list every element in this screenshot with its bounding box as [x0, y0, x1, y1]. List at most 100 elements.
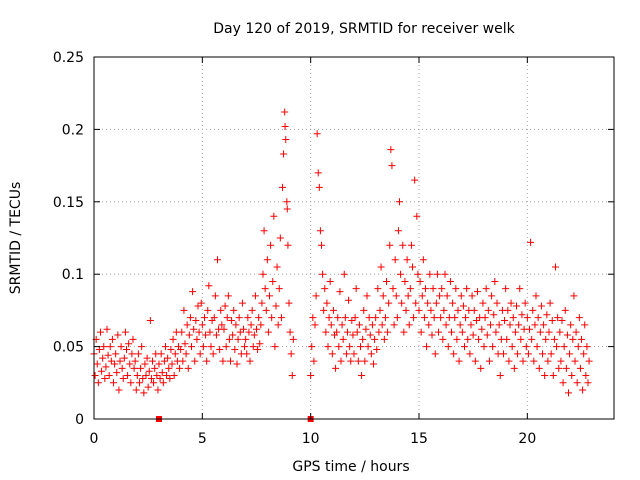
data-point — [276, 234, 284, 242]
y-tick-label: 0.1 — [62, 267, 84, 283]
data-point — [204, 306, 212, 314]
data-point — [119, 374, 127, 382]
data-point — [244, 314, 252, 322]
data-point — [209, 350, 217, 358]
data-point — [227, 357, 234, 365]
data-point — [542, 335, 550, 343]
data-point — [184, 364, 192, 372]
data-point — [492, 328, 500, 336]
data-point — [289, 335, 297, 343]
data-point — [99, 354, 107, 362]
data-point — [547, 350, 555, 358]
data-point — [574, 343, 582, 351]
data-point — [261, 285, 269, 293]
data-point — [243, 350, 251, 358]
data-point — [179, 357, 187, 365]
data-point — [562, 364, 570, 372]
data-point — [532, 292, 540, 300]
data-point — [362, 325, 370, 333]
data-point — [134, 350, 142, 358]
data-point — [522, 343, 530, 351]
data-point — [456, 321, 464, 329]
data-point — [444, 343, 452, 351]
data-point — [257, 321, 265, 329]
data-point — [253, 325, 260, 333]
data-point — [157, 350, 165, 358]
data-point — [234, 335, 242, 343]
data-point — [509, 314, 517, 322]
data-point — [436, 292, 444, 300]
data-point — [523, 314, 531, 322]
data-point — [419, 256, 427, 264]
data-point — [422, 285, 429, 293]
data-point — [199, 343, 207, 351]
data-point — [142, 372, 150, 380]
x-tick-label: 20 — [518, 431, 536, 447]
data-point — [559, 379, 567, 387]
data-point — [519, 357, 527, 365]
data-point — [344, 328, 351, 336]
data-point — [193, 335, 201, 343]
data-point — [273, 263, 281, 271]
data-point — [455, 357, 463, 365]
data-point — [578, 335, 585, 343]
data-point — [249, 343, 257, 351]
data-point — [112, 350, 120, 358]
data-point — [426, 270, 434, 278]
data-point — [383, 277, 390, 285]
data-point — [468, 292, 476, 300]
data-point — [431, 350, 439, 358]
data-point — [367, 350, 375, 358]
data-point — [584, 379, 592, 387]
data-point — [354, 357, 362, 365]
data-point — [390, 321, 398, 329]
data-point — [563, 331, 571, 339]
data-point — [537, 302, 545, 310]
chart-title: Day 120 of 2019, SRMTID for receiver wel… — [213, 21, 515, 37]
data-point — [260, 227, 268, 235]
data-point — [137, 364, 145, 372]
data-point — [518, 311, 526, 319]
data-point — [339, 335, 347, 343]
data-point — [312, 292, 320, 300]
data-point — [165, 364, 173, 372]
data-point — [333, 328, 341, 336]
data-point — [321, 285, 329, 293]
data-point — [315, 183, 323, 191]
data-point — [548, 317, 556, 325]
data-point — [472, 317, 480, 325]
data-point — [240, 325, 247, 333]
data-point — [202, 331, 210, 339]
data-point — [126, 360, 134, 368]
data-point — [490, 311, 498, 319]
data-point — [438, 285, 446, 293]
data-point — [205, 282, 213, 290]
data-point — [121, 328, 129, 336]
data-point — [284, 241, 292, 249]
data-point — [268, 314, 276, 322]
data-point — [569, 335, 577, 343]
x-axis-label: GPS time / hours — [292, 459, 409, 475]
data-point — [464, 335, 472, 343]
data-point — [539, 350, 546, 358]
data-point — [309, 314, 317, 322]
data-point — [194, 302, 202, 310]
data-point — [228, 317, 236, 325]
data-point — [258, 299, 266, 307]
data-point — [195, 328, 203, 336]
data-point — [114, 331, 122, 339]
data-point — [561, 306, 569, 314]
data-point — [428, 331, 436, 339]
data-point — [113, 369, 121, 377]
data-point — [429, 285, 437, 293]
data-point — [404, 292, 412, 300]
data-point — [104, 351, 112, 359]
data-point — [125, 340, 133, 348]
data-point — [403, 256, 411, 264]
data-point — [183, 321, 191, 329]
data-point — [410, 314, 418, 322]
data-point — [485, 357, 493, 365]
data-point — [461, 343, 468, 351]
data-point — [560, 343, 568, 351]
data-point — [394, 227, 402, 235]
